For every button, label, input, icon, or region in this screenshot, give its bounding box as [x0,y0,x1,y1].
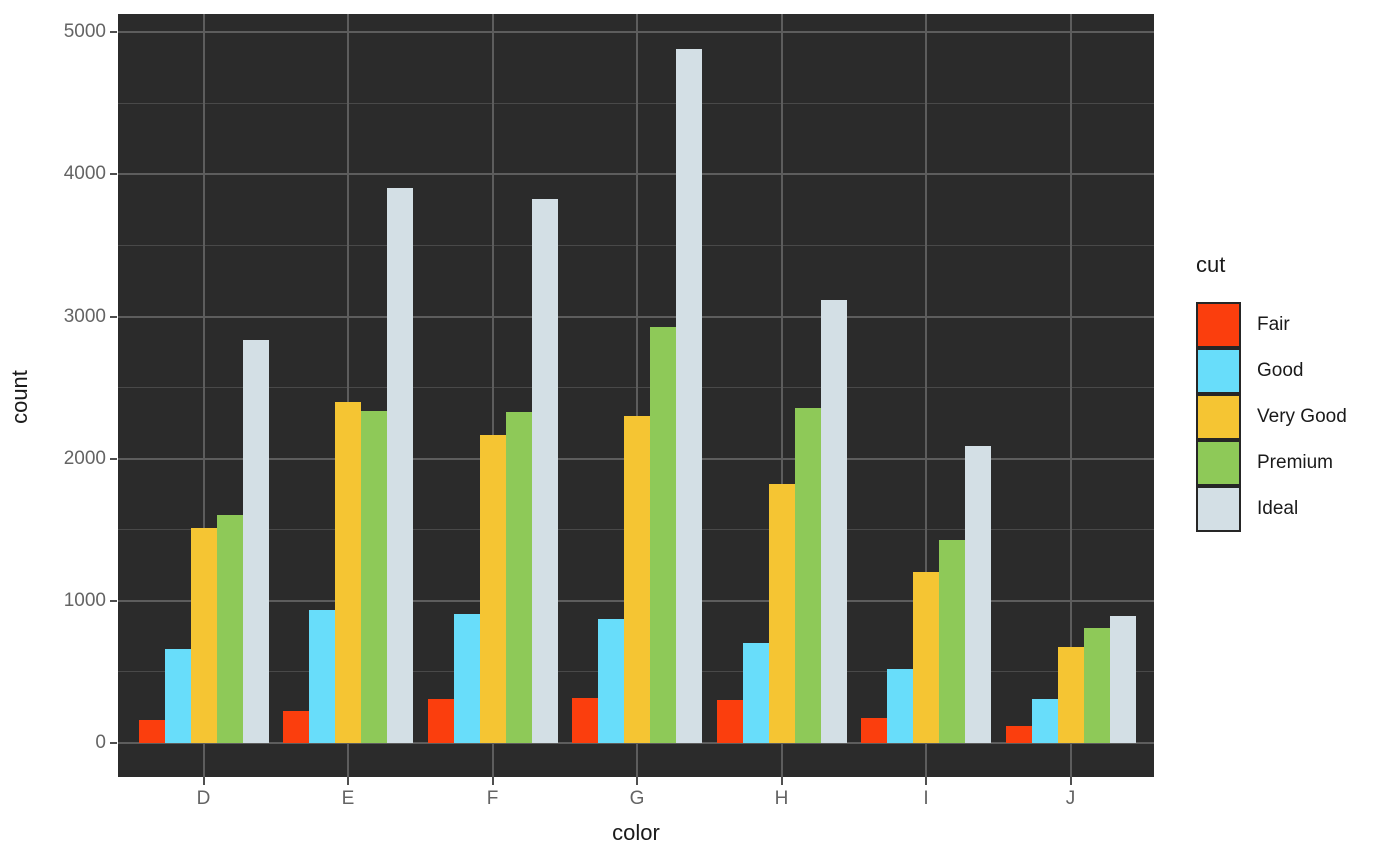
bar-ideal-g [676,48,702,743]
y-tick-label: 1000 [63,589,106,611]
bar-premium-g [650,327,676,743]
legend-key-fair [1196,302,1241,348]
bar-premium-j [1083,628,1110,743]
x-tick-label-i: I [923,788,929,809]
legend-key-premium [1196,440,1241,486]
legend-label-fair: Fair [1257,314,1290,335]
legend-key-ideal [1196,486,1241,532]
y-tick-mark [110,742,117,744]
x-tick-label-f: F [486,788,499,809]
gridline-x-f [491,14,494,777]
y-tick-mark [110,599,117,602]
y-tick-mark [110,173,117,176]
bar-ideal-i [965,445,991,743]
bar-premium-i [939,540,965,743]
bar-ideal-h [820,300,847,743]
legend-label-ideal: Ideal [1257,498,1299,519]
bar-premium-h [794,407,821,743]
bar-very-good-i [913,571,939,743]
bar-good-e [309,610,335,743]
bar-good-d [164,648,191,743]
legend-key-very-good [1196,394,1241,440]
legend-key-good [1196,348,1241,394]
bar-very-good-g [624,416,650,743]
legend-title: cut [1196,252,1226,277]
x-tick-label-h: H [774,788,789,809]
bar-ideal-j [1109,615,1136,743]
gridline-x-h [780,14,783,777]
bar-premium-e [361,410,387,743]
bar-very-good-h [768,483,795,743]
bar-fair-d [138,719,165,743]
bar-fair-g [572,698,598,743]
x-tick-label-d: D [196,788,211,809]
bar-good-j [1031,699,1058,743]
bar-fair-i [861,718,887,743]
bar-good-g [598,619,624,743]
bar-premium-d [216,515,243,743]
bar-good-i [887,668,913,743]
gridline-x-d [202,14,205,777]
x-tick-mark [780,777,783,785]
y-tick-mark [110,31,117,34]
bar-fair-j [1005,726,1032,743]
y-tick-label: 3000 [63,305,106,327]
x-tick-label-j: J [1065,788,1076,809]
bar-premium-f [505,411,532,743]
y-axis-title: count [7,370,32,424]
x-tick-mark [347,777,349,785]
gridline-x-i [925,14,927,777]
y-tick-label: 0 [95,732,106,753]
bar-very-good-e [335,401,361,743]
x-tick-mark [491,777,494,785]
y-tick-label: 5000 [63,21,106,43]
legend-label-very-good: Very Good [1257,406,1347,427]
x-axis-title: color [612,820,660,845]
x-tick-mark [1069,777,1072,785]
plot-panel [118,14,1154,777]
y-tick-label: 4000 [63,163,106,185]
x-tick-mark [925,777,927,785]
bar-fair-f [427,698,454,743]
x-tick-label-g: G [629,788,645,809]
bar-fair-h [716,699,743,743]
y-tick-mark [110,315,117,318]
bar-good-h [742,643,769,743]
bar-fair-e [283,711,309,743]
legend-label-premium: Premium [1257,452,1334,473]
bar-very-good-d [190,527,217,743]
bar-good-f [453,613,480,743]
bar-ideal-f [531,199,558,743]
x-tick-mark [636,777,638,785]
gridline-x-j [1069,14,1072,777]
bar-ideal-e [387,188,413,743]
x-tick-mark [202,777,205,785]
bar-very-good-j [1057,646,1084,743]
x-tick-label-e: E [341,788,355,809]
y-tick-mark [110,457,117,460]
bar-ideal-d [242,340,269,743]
bar-very-good-f [479,435,506,743]
legend-label-good: Good [1257,360,1304,381]
y-tick-label: 2000 [63,447,106,469]
gridline-x-e [347,14,349,777]
gridline-x-g [636,14,638,777]
